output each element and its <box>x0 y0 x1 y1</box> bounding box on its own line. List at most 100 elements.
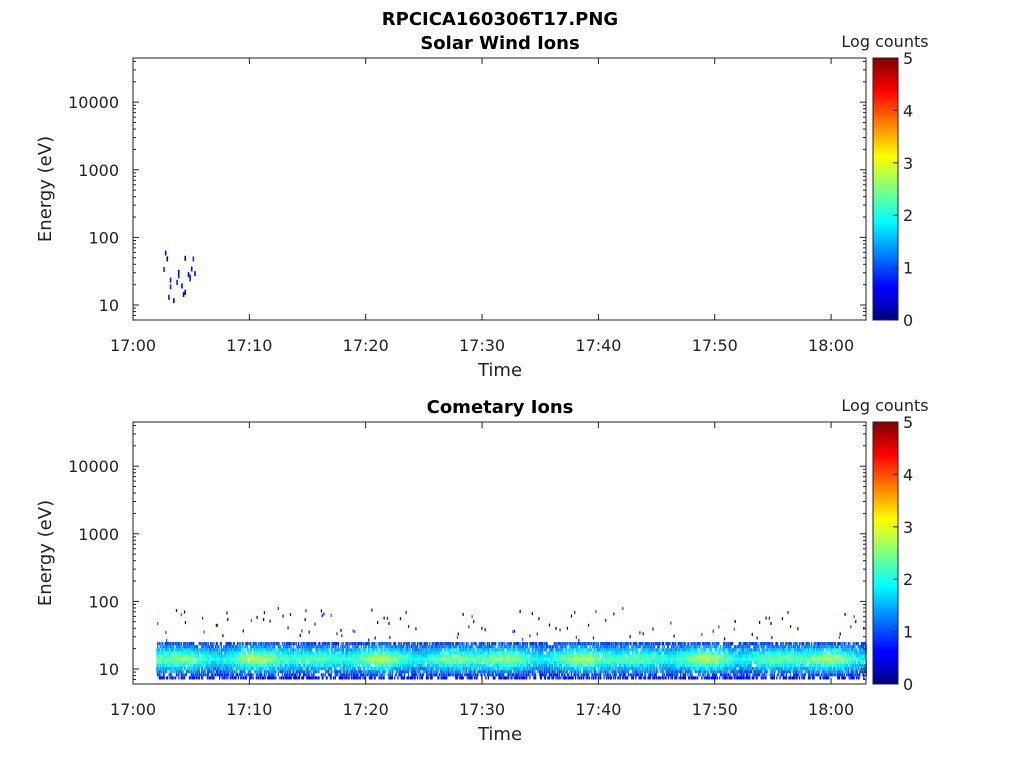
heatmap-cell <box>316 664 317 667</box>
heatmap-cell <box>521 670 522 673</box>
heatmap-cell <box>476 676 477 679</box>
heatmap-cell <box>555 627 556 630</box>
heatmap-cell <box>217 670 218 673</box>
heatmap-cell <box>458 673 459 676</box>
heatmap-cell <box>377 673 378 676</box>
heatmap-cell <box>476 667 477 670</box>
heatmap-cell <box>511 670 512 673</box>
heatmap-cell <box>182 673 183 676</box>
heatmap-cell <box>296 642 297 645</box>
heatmap-cell <box>497 648 498 651</box>
heatmap-cell <box>437 670 438 673</box>
heatmap-cell <box>432 648 433 651</box>
heatmap-cell <box>583 664 584 667</box>
heatmap-cell <box>356 648 357 651</box>
x-axis-label: Time <box>477 360 522 381</box>
heatmap-cell <box>374 651 375 654</box>
heatmap-cell <box>166 670 167 673</box>
plot-frame <box>133 58 866 320</box>
heatmap-cell <box>572 664 573 667</box>
heatmap-cell <box>382 651 383 654</box>
heatmap-cell <box>246 673 247 676</box>
heatmap-cell <box>300 673 301 676</box>
heatmap-cell <box>340 664 341 667</box>
heatmap-cell <box>417 645 418 648</box>
heatmap-cell <box>562 651 563 654</box>
heatmap-cell <box>572 670 573 673</box>
heatmap-cell <box>419 642 420 645</box>
heatmap-cell <box>222 673 223 676</box>
heatmap-cell <box>304 670 305 673</box>
heatmap-cell <box>470 667 471 670</box>
heatmap-cell <box>527 642 528 645</box>
heatmap-cell <box>160 673 161 676</box>
heatmap-cell <box>466 670 467 673</box>
heatmap-cell <box>579 676 580 679</box>
heatmap-cell <box>357 676 358 679</box>
heatmap-cell <box>287 645 288 648</box>
heatmap-cell <box>464 667 465 670</box>
heatmap-cell <box>251 676 252 679</box>
heatmap-cell <box>315 651 316 654</box>
heatmap-cell <box>374 648 375 651</box>
heatmap-cell <box>421 648 422 651</box>
heatmap-cell <box>433 642 434 645</box>
heatmap-cell <box>490 664 491 667</box>
heatmap-cell <box>418 648 419 651</box>
heatmap-cell <box>343 642 344 645</box>
heatmap-cell <box>549 624 550 627</box>
heatmap-cell <box>517 676 518 679</box>
heatmap-cell <box>325 673 326 676</box>
heatmap-cell <box>227 676 228 679</box>
heatmap-cell <box>463 642 464 645</box>
heatmap-cell <box>348 667 349 670</box>
heatmap-cell <box>262 661 263 664</box>
heatmap-cell <box>230 676 231 679</box>
heatmap-cell <box>529 676 530 679</box>
heatmap-cell <box>561 670 562 673</box>
heatmap-cell <box>338 651 339 654</box>
heatmap-cell <box>453 670 454 673</box>
heatmap-cell <box>259 648 260 651</box>
heatmap-cell <box>308 667 309 670</box>
heatmap-cell <box>438 667 439 670</box>
heatmap-cell <box>170 642 171 645</box>
heatmap-cell <box>287 648 288 651</box>
panel-title: Solar Wind Ions <box>420 33 579 54</box>
heatmap-cell <box>410 661 411 664</box>
heatmap-cell <box>176 673 177 676</box>
heatmap-cell <box>489 642 490 645</box>
heatmap-cell <box>432 658 433 661</box>
heatmap-cell <box>223 645 224 648</box>
heatmap-cell <box>537 633 538 636</box>
heatmap-cell <box>568 664 569 667</box>
heatmap-cell <box>409 645 410 648</box>
heatmap-cell <box>382 648 383 651</box>
heatmap-cell <box>495 670 496 673</box>
heatmap-cell <box>557 664 558 667</box>
heatmap-cell <box>315 667 316 670</box>
heatmap-cell <box>219 648 220 651</box>
heatmap-cell <box>467 642 468 645</box>
heatmap-cell <box>296 661 297 664</box>
heatmap-cell <box>553 676 554 679</box>
heatmap-cell <box>471 673 472 676</box>
heatmap-cell <box>233 673 234 676</box>
heatmap-cell <box>244 670 245 673</box>
heatmap-cell <box>212 664 213 667</box>
heatmap-cell <box>398 655 399 658</box>
heatmap-cell <box>296 664 297 667</box>
heatmap-cell <box>450 673 451 676</box>
heatmap-cell <box>463 676 464 679</box>
heatmap-cell <box>268 642 269 645</box>
heatmap-cell <box>300 648 301 651</box>
heatmap-cell <box>159 642 160 645</box>
heatmap-cell <box>508 673 509 676</box>
heatmap-cell <box>215 651 216 654</box>
heatmap-cell <box>279 651 280 654</box>
heatmap-cell <box>408 670 409 673</box>
heatmap-cell <box>475 670 476 673</box>
heatmap-cell <box>512 630 513 633</box>
heatmap-cell <box>345 658 346 661</box>
